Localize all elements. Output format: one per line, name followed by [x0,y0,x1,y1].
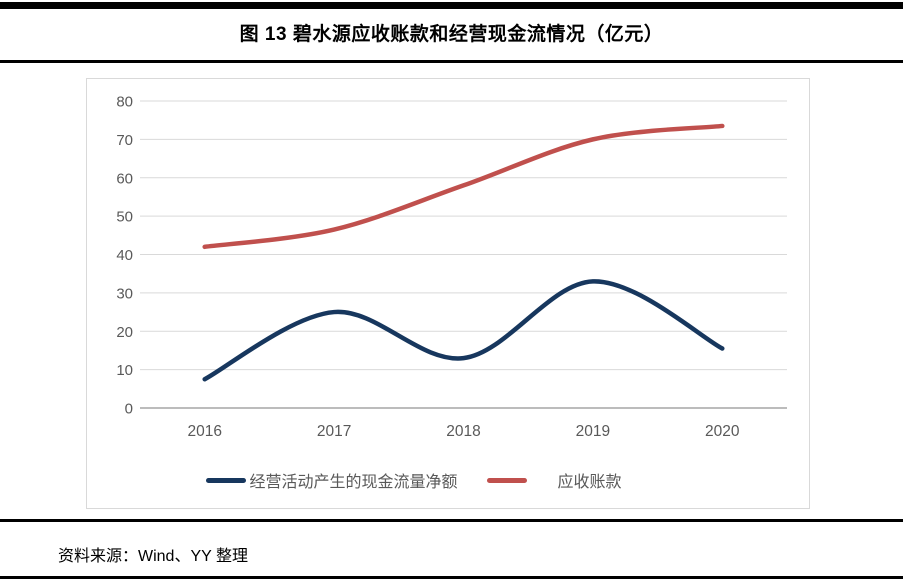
caption-divider-rule [0,60,903,63]
series-line-0 [202,279,725,382]
document-bottom-rule [0,576,903,579]
legend-line-swatch-red [486,477,527,483]
y-tick-label: 20 [116,324,133,341]
y-tick-label: 70 [116,132,133,149]
document-top-rule [0,2,903,9]
x-tick-label: 2016 [187,423,221,440]
legend-label: 应收账款 [557,474,622,491]
series-line-1 [202,123,725,250]
y-tick-label: 50 [116,209,133,226]
source-divider-rule [0,519,903,522]
x-tick-label: 2017 [317,423,351,440]
x-tick-label: 2018 [446,423,480,440]
y-tick-label: 40 [116,247,133,264]
figure-caption: 图 13 碧水源应收账款和经营现金流情况（亿元） [239,24,664,45]
y-tick-label: 80 [116,94,133,111]
y-tick-label: 0 [125,401,133,418]
legend-label: 经营活动产生的现金流量净额 [249,474,458,491]
y-tick-label: 60 [116,170,133,187]
line-chart-plot: 0 10 20 30 40 50 60 70 80 2016 2017 2018 2019 2020 [116,94,787,440]
x-tick-label: 2020 [705,423,740,440]
y-tick-label: 30 [116,285,133,302]
chart-area: 0 10 20 30 40 50 60 70 80 2016 2017 2018 2019 2020 经营… [86,78,810,509]
legend-line-swatch-blue [206,477,247,483]
source-note: 资料来源：Wind、YY 整理 [58,548,248,565]
y-tick-label: 10 [116,362,133,379]
legend-item-accounts-receivable: 应收账款 [486,468,622,492]
legend-item-operating-cash-flow: 经营活动产生的现金流量净额 [206,468,458,492]
chart-legend: 经营活动产生的现金流量净额 应收账款 [53,468,775,492]
x-tick-label: 2019 [576,423,610,440]
